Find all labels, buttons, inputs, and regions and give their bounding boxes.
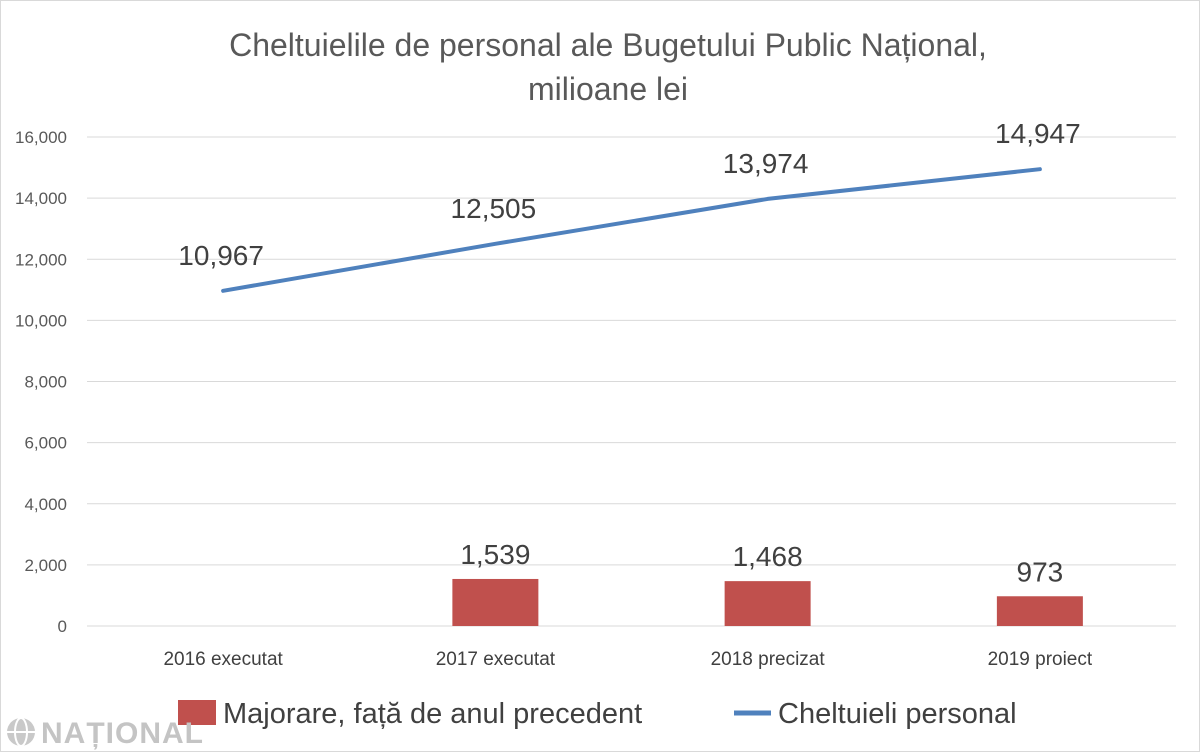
y-tick-label: 0 <box>58 617 67 636</box>
gridlines <box>87 136 1176 627</box>
y-tick-label: 16,000 <box>15 128 67 147</box>
y-axis: 0 2,000 4,000 6,000 8,000 10,000 12,000 14,000 1… <box>15 128 67 636</box>
y-tick-label: 2,000 <box>24 556 67 575</box>
bar <box>724 581 811 626</box>
legend-bar-label: Majorare, față de anul precedent <box>223 698 642 730</box>
line-series: 10,967 12,505 13,974 14,947 <box>178 118 1081 293</box>
y-tick-label: 8,000 <box>24 373 67 392</box>
x-tick-label: 2017 executat <box>436 649 556 670</box>
watermark-text: NAȚIONAL <box>41 717 204 750</box>
chart-title-line-2: milioane lei <box>528 71 688 107</box>
bar <box>996 596 1083 626</box>
globe-logo-icon <box>7 717 35 747</box>
legend-line-label: Cheltuieli personal <box>778 698 1017 730</box>
series-line <box>221 167 1042 293</box>
x-tick-label: 2016 executat <box>163 649 283 670</box>
legend: Majorare, față de anul precedent Cheltui… <box>178 698 1017 730</box>
y-tick-label: 4,000 <box>24 495 67 514</box>
bar-data-label: 1,539 <box>460 539 530 570</box>
y-tick-label: 10,000 <box>15 311 67 330</box>
y-tick-label: 14,000 <box>15 189 67 208</box>
line-data-label: 10,967 <box>178 240 264 271</box>
line-data-label: 14,947 <box>995 118 1081 149</box>
bar <box>452 578 539 626</box>
y-tick-label: 12,000 <box>15 250 67 269</box>
chart-title-line-1: Cheltuielile de personal ale Bugetului P… <box>229 27 987 63</box>
watermark: NAȚIONAL <box>7 717 204 750</box>
bar-series: 1,539 1,468 973 <box>452 539 1083 626</box>
chart-title: Cheltuielile de personal ale Bugetului P… <box>229 27 987 107</box>
y-tick-label: 6,000 <box>24 434 67 453</box>
line-data-label: 12,505 <box>451 193 537 224</box>
line-data-label: 13,974 <box>723 148 809 179</box>
bar-data-label: 1,468 <box>733 541 803 572</box>
x-tick-label: 2018 precizat <box>711 649 826 670</box>
x-axis: 2016 executat 2017 executat 2018 precizat 2… <box>163 649 1092 670</box>
x-tick-label: 2019 proiect <box>988 649 1093 670</box>
legend-bar-swatch <box>178 700 216 725</box>
bar-data-label: 973 <box>1017 556 1064 587</box>
